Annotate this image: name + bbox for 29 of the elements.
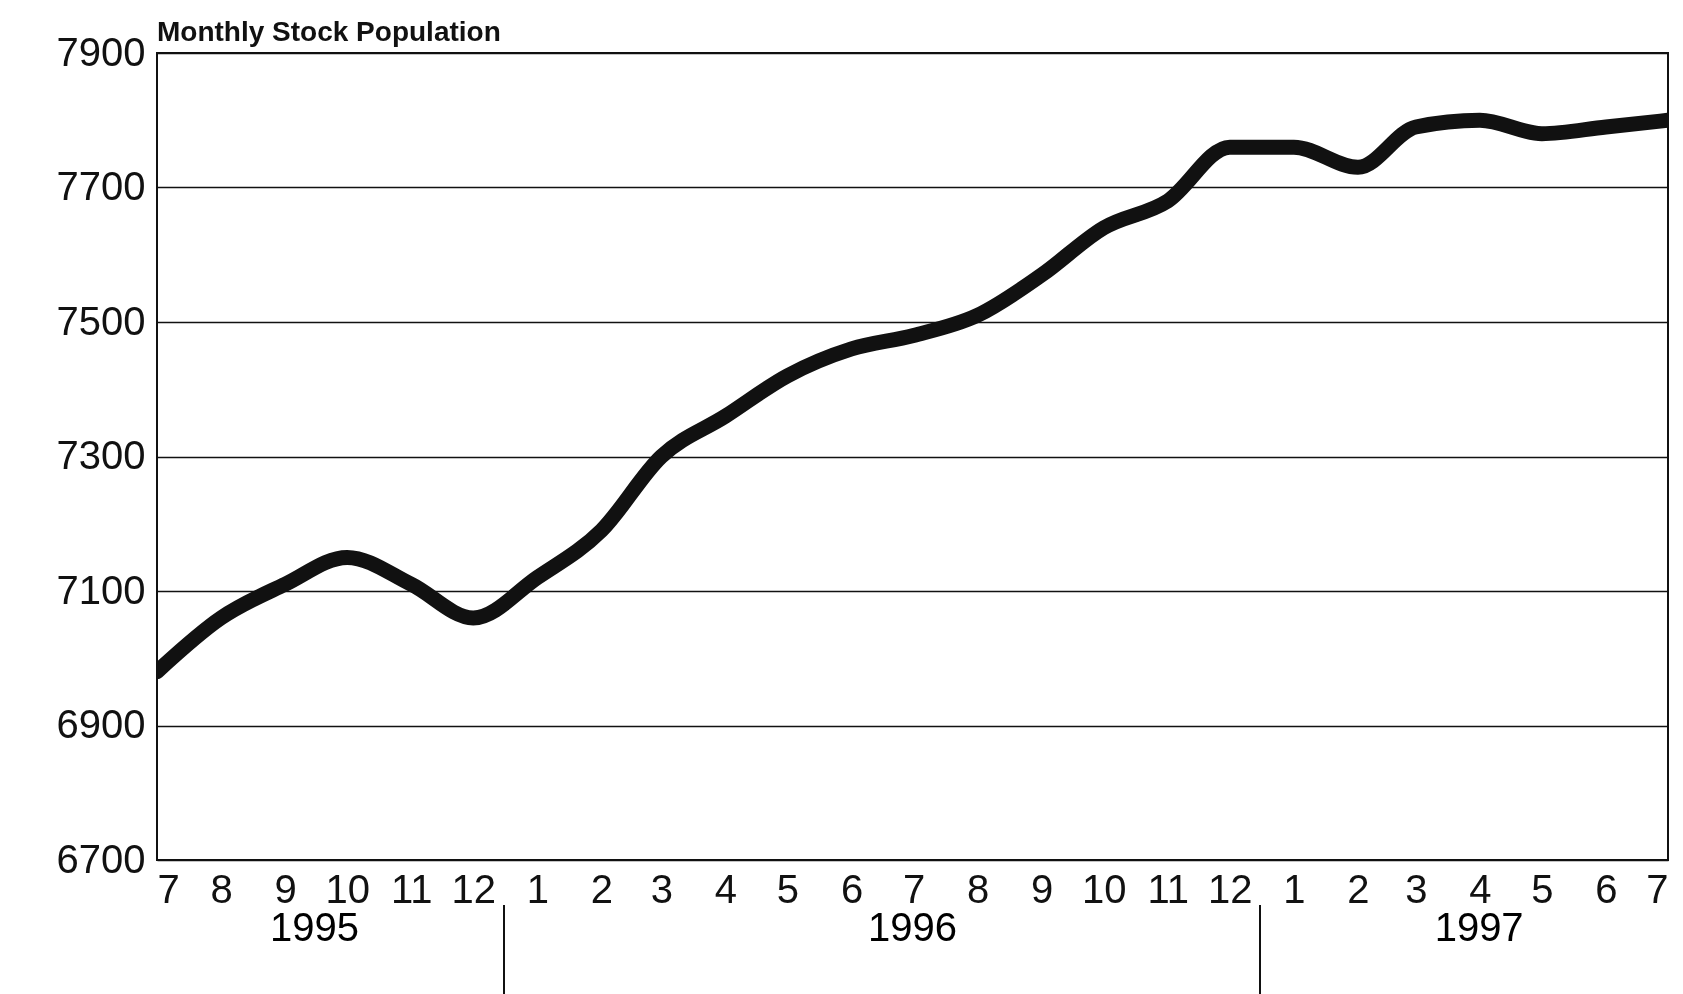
x-tick-label: 10 [1081, 866, 1127, 911]
y-tick-label: 7900 [56, 29, 146, 74]
chart-title: Monthly Stock Population [157, 16, 501, 47]
x-tick-label: 3 [1405, 866, 1428, 911]
x-tick-label: 11 [390, 866, 433, 911]
x-tick-label: 2 [590, 866, 614, 911]
x-tick-label: 6 [1595, 866, 1618, 911]
y-tick-label: 7100 [56, 567, 146, 612]
y-tick-label: 7300 [56, 433, 146, 477]
x-tick-label: 8 [210, 866, 233, 911]
x-tick-label: 12 [451, 866, 497, 911]
x-tick-label: 5 [1531, 866, 1554, 911]
y-tick-label: 7500 [56, 298, 146, 343]
y-tick-label: 6900 [56, 702, 146, 746]
x-tick-label: 2 [1347, 866, 1370, 911]
x-tick-label: 12 [1208, 866, 1253, 911]
x-tick-label: 7 [157, 866, 180, 911]
x-tick-label: 1 [1283, 866, 1306, 911]
y-tick-label: 6700 [56, 836, 146, 881]
x-tick-label: 11 [1147, 866, 1190, 911]
x-tick-label: 8 [966, 866, 990, 911]
x-tick-label: 6 [840, 866, 864, 911]
x-tick-label: 7 [1646, 866, 1669, 911]
x-tick-label: 5 [776, 866, 800, 911]
x-tick-label: 1 [526, 866, 549, 911]
x-tick-label: 9 [1031, 866, 1054, 911]
x-tick-label: 4 [714, 866, 738, 911]
x-tick-label: 3 [650, 866, 673, 911]
y-tick-label: 7700 [56, 164, 146, 208]
